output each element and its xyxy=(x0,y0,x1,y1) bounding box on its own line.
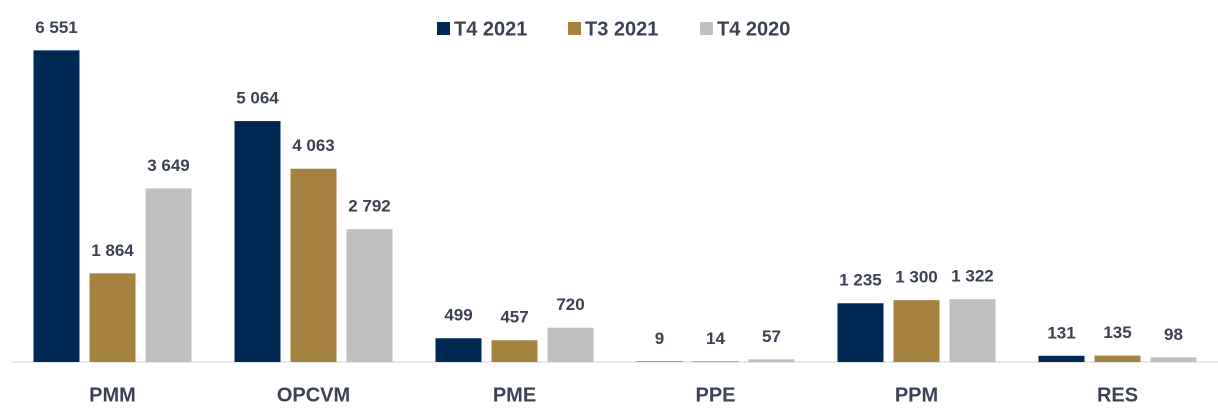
data-label: 5 064 xyxy=(236,89,279,108)
data-label: 98 xyxy=(1164,325,1183,344)
bar xyxy=(33,50,80,363)
data-label: 4 063 xyxy=(292,136,335,155)
bar xyxy=(547,327,594,362)
bar xyxy=(435,338,482,362)
bar xyxy=(1094,355,1141,362)
bar xyxy=(748,359,795,362)
legend-label: T3 2021 xyxy=(585,18,658,40)
bar xyxy=(1150,357,1197,362)
bar xyxy=(234,121,281,362)
data-label: 1 864 xyxy=(91,241,134,260)
bar xyxy=(1038,355,1085,362)
x-tick-label: PME xyxy=(493,384,536,406)
data-label: 135 xyxy=(1103,323,1131,342)
data-label: 14 xyxy=(706,329,725,348)
data-label: 57 xyxy=(762,327,781,346)
bar xyxy=(949,299,996,362)
data-label: 2 792 xyxy=(348,197,391,216)
data-label: 6 551 xyxy=(35,18,78,37)
data-label: 131 xyxy=(1047,323,1075,342)
legend-label: T4 2020 xyxy=(717,18,790,40)
bar xyxy=(491,340,538,362)
bar xyxy=(145,188,192,362)
x-tick-label: PMM xyxy=(89,384,136,406)
bar xyxy=(290,168,337,362)
bar xyxy=(692,361,739,362)
legend-swatch xyxy=(700,22,713,35)
data-label: 457 xyxy=(500,308,528,327)
x-tick-label: PPE xyxy=(695,384,735,406)
data-label: 720 xyxy=(556,295,584,314)
data-label: 9 xyxy=(655,329,664,348)
data-label: 3 649 xyxy=(147,156,190,175)
bar xyxy=(346,229,393,362)
x-tick-label: OPCVM xyxy=(277,384,350,406)
bar xyxy=(893,300,940,362)
x-tick-label: PPM xyxy=(895,384,938,406)
data-label: 1 322 xyxy=(951,267,994,286)
data-label: 1 300 xyxy=(895,268,938,287)
legend-swatch xyxy=(568,22,581,35)
bar xyxy=(89,273,136,362)
bar xyxy=(837,303,884,362)
legend-label: T4 2021 xyxy=(454,18,527,40)
data-label: 499 xyxy=(444,306,472,325)
x-tick-label: RES xyxy=(1097,384,1138,406)
legend-swatch xyxy=(437,22,450,35)
data-label: 1 235 xyxy=(839,271,882,290)
